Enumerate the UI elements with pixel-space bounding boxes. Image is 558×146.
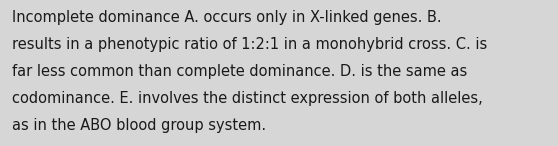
Text: Incomplete dominance A. occurs only in X-linked genes. B.: Incomplete dominance A. occurs only in X…: [12, 10, 442, 25]
Text: as in the ABO blood group system.: as in the ABO blood group system.: [12, 118, 266, 133]
Text: far less common than complete dominance. D. is the same as: far less common than complete dominance.…: [12, 64, 468, 79]
Text: results in a phenotypic ratio of 1:2:1 in a monohybrid cross. C. is: results in a phenotypic ratio of 1:2:1 i…: [12, 37, 488, 52]
Text: codominance. E. involves the distinct expression of both alleles,: codominance. E. involves the distinct ex…: [12, 91, 483, 106]
